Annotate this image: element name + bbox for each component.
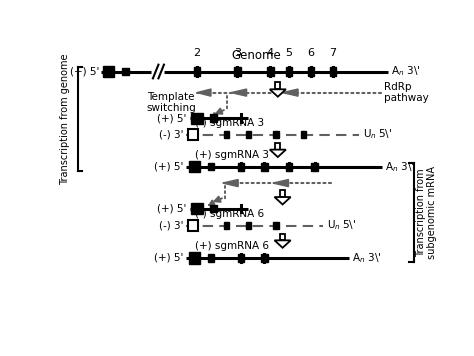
Text: (+) 5': (+) 5' [154,162,183,172]
Bar [308,67,314,75]
Bar [224,131,229,138]
Text: A$_n$ 3\': A$_n$ 3\' [385,160,415,173]
Bar [261,254,267,262]
Bar [246,131,251,138]
Bar [188,129,199,140]
Bar [311,162,318,171]
Text: Genome: Genome [231,48,281,62]
Text: 7: 7 [329,48,337,58]
Bar [194,67,201,75]
Bar [238,162,245,171]
Text: Template
switching: Template switching [146,92,196,113]
Bar [246,222,251,229]
Text: Transcription from
subgenomic mRNA: Transcription from subgenomic mRNA [416,166,438,259]
Bar [208,254,214,262]
Bar [234,67,241,75]
Text: RdRp
pathway: RdRp pathway [384,82,429,103]
Bar [191,112,202,124]
Bar [189,252,200,264]
Bar [261,162,267,171]
Bar [280,190,285,197]
Bar [285,162,292,171]
Polygon shape [231,89,246,96]
Text: 2: 2 [193,48,201,58]
Text: (-) sgmRNA 3: (-) sgmRNA 3 [195,118,264,128]
Bar [301,131,306,138]
Text: (+) 5': (+) 5' [156,204,186,214]
Bar [275,143,281,150]
Bar [273,222,279,229]
Bar [238,254,245,262]
Polygon shape [270,150,286,157]
Bar [208,163,214,171]
Text: (+) 5': (+) 5' [70,67,100,77]
Text: (+) sgmRNA 6: (+) sgmRNA 6 [195,241,269,251]
Bar [224,222,229,229]
Polygon shape [273,179,289,187]
Polygon shape [274,197,291,204]
Polygon shape [223,179,238,187]
Bar [267,67,274,75]
Bar [280,234,285,240]
Text: U$_n$ 5\': U$_n$ 5\' [364,128,392,141]
Bar [103,66,114,77]
Text: A$_n$ 3\': A$_n$ 3\' [391,64,420,78]
Bar [210,205,217,213]
Text: A$_n$ 3\': A$_n$ 3\' [352,251,382,265]
Bar [188,220,199,231]
Text: 3: 3 [234,48,241,58]
Polygon shape [270,89,286,97]
Text: (+) 5': (+) 5' [156,113,186,123]
Bar [275,83,281,89]
Bar [210,114,217,122]
Bar [273,131,279,138]
Bar [122,68,128,75]
Text: (-) 3': (-) 3' [159,221,183,231]
Polygon shape [283,89,298,96]
Text: (+) sgmRNA 3: (+) sgmRNA 3 [195,150,269,160]
Bar [285,67,292,75]
Text: U$_n$ 5\': U$_n$ 5\' [327,219,356,232]
Text: Transcription from genome: Transcription from genome [60,53,70,185]
Bar [189,161,200,172]
Text: 6: 6 [307,48,314,58]
Bar [191,203,202,214]
Text: (-) 3': (-) 3' [159,130,183,140]
Polygon shape [274,240,291,248]
Bar [329,67,336,75]
Text: 5: 5 [285,48,292,58]
Polygon shape [197,89,211,96]
Text: (-) sgmRNA 6: (-) sgmRNA 6 [195,209,264,219]
Text: 4: 4 [267,48,274,58]
Text: (+) 5': (+) 5' [154,253,183,263]
